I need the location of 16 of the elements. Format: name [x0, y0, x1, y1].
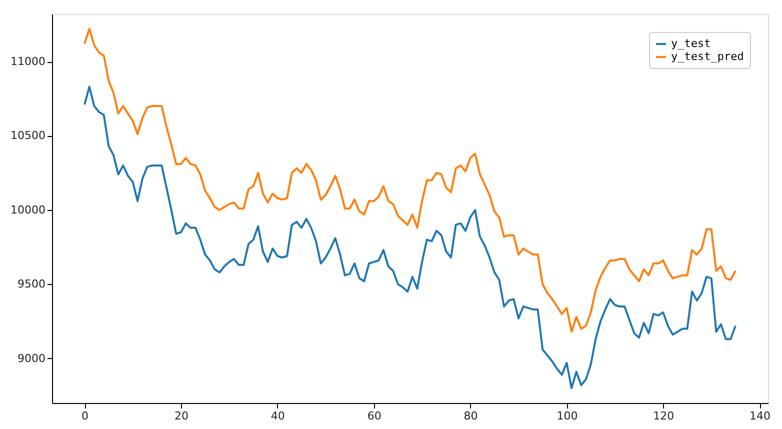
line-series	[84, 86, 736, 390]
x-tick-label: 80	[464, 410, 478, 422]
y-tick-label: 9500	[18, 278, 46, 291]
x-tick-label: 0	[82, 410, 89, 422]
legend-label: y_test_pred	[671, 50, 744, 63]
y-tick-label: 10000	[10, 203, 46, 216]
x-tick-label: 120	[653, 410, 674, 422]
x-tick-label: 40	[270, 410, 285, 422]
y-tick-label: 11000	[10, 55, 46, 68]
x-tick-label: 20	[174, 410, 188, 422]
x-tick-label: 140	[750, 410, 771, 422]
x-tick-label: 60	[367, 410, 382, 422]
x-tick-label: 100	[556, 410, 578, 422]
y-tick-label: 9000	[18, 352, 46, 365]
y-tick-label: 10500	[10, 129, 46, 142]
legend-label: y_test	[671, 37, 711, 50]
